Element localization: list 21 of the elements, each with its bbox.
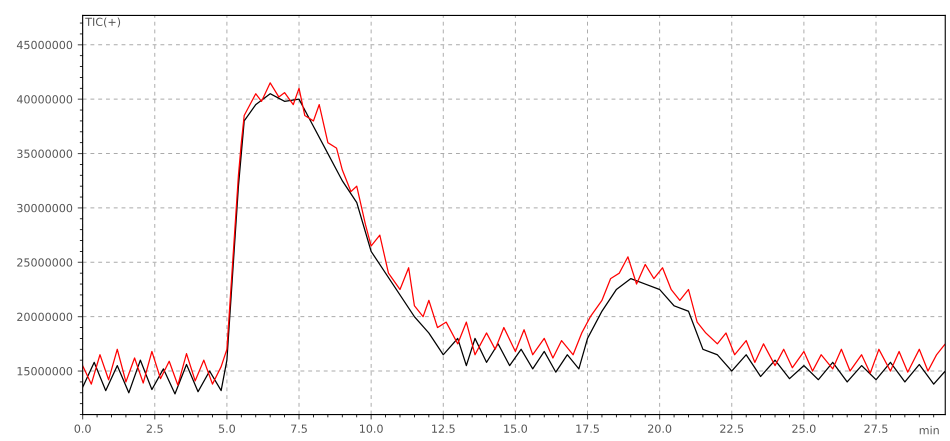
y-tick-label: 40000000 (16, 95, 72, 104)
x-tick-label: 7.5 (291, 424, 307, 433)
y-tick-label: 25000000 (17, 258, 72, 267)
y-tick-label: 35000000 (17, 150, 72, 158)
x-tick-label: 2.5 (146, 424, 163, 433)
x-tick-label: 0.0 (74, 424, 91, 433)
x-tick-label: 12.5 (432, 424, 455, 433)
y-tick-label: 30000000 (17, 204, 72, 212)
x-tick-label: 10.0 (360, 424, 383, 433)
y-tick-label: 20000000 (17, 312, 72, 322)
x-tick-label: 27.5 (864, 424, 888, 433)
x-tick-label: 25.0 (792, 424, 816, 433)
x-tick-label: 15.0 (504, 424, 528, 433)
x-tick-label: 20.0 (648, 424, 672, 433)
y-axis-title: TIC(+) (85, 17, 120, 28)
x-tick-label: 22.5 (720, 424, 744, 433)
y-tick-label: 15000000 (18, 367, 72, 376)
x-tick-label: 5.0 (218, 424, 235, 433)
y-tick-label: 45000000 (16, 40, 72, 50)
x-tick-label: 17.5 (576, 424, 599, 433)
x-axis-title: min (920, 426, 939, 434)
